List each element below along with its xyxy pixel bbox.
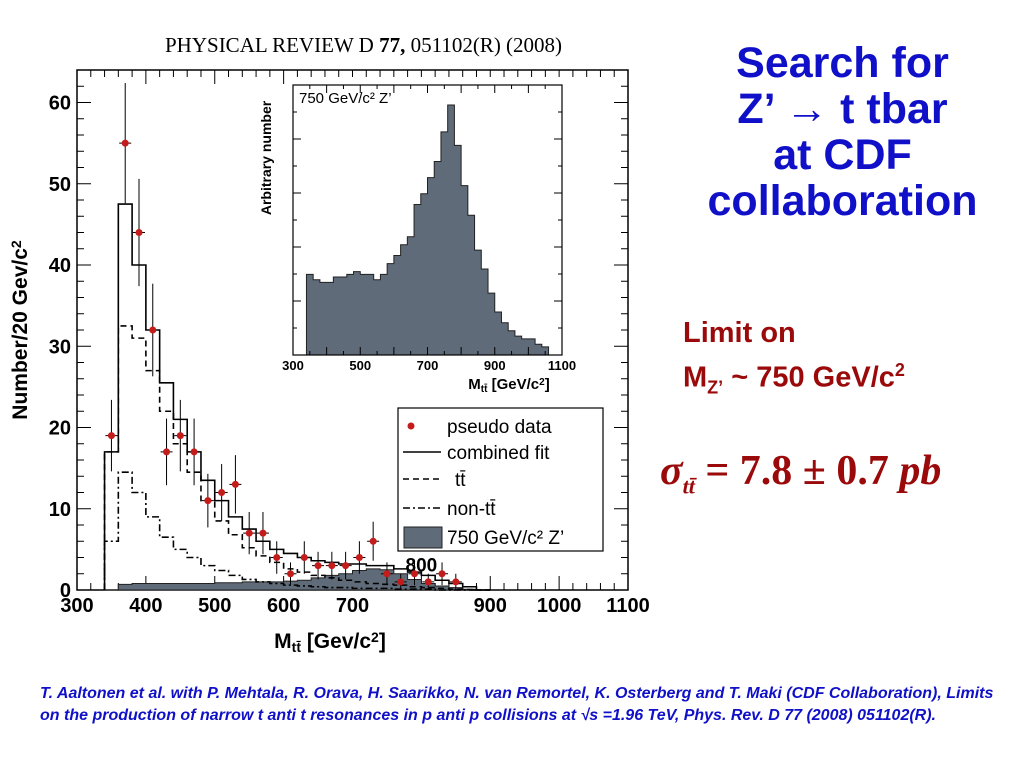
limit-sup: 2: [894, 360, 905, 380]
data-point: [410, 570, 418, 578]
limit-m: M: [683, 361, 708, 394]
data-point: [259, 529, 267, 537]
data-point: [149, 326, 157, 334]
inset-x-tick-label: 700: [417, 358, 439, 373]
inset-x-tick-label: 900: [484, 358, 506, 373]
sigma-sub: tt̄: [682, 473, 695, 499]
cross-section-formula: σtt̄ = 7.8 ± 0.7 pb: [660, 447, 941, 499]
inset-chart: 300 500 700 900 1100 750 GeV/c² Z’ Arbitrary n…: [258, 77, 576, 395]
y-tick-label: 10: [49, 499, 71, 521]
data-point: [300, 554, 308, 561]
slide-title: Search for Z’ → t tbar at CDF collaborat…: [665, 40, 1020, 224]
legend-marker-data: [407, 422, 415, 430]
x-axis-label: Mtt̄ [Gev/c2]: [274, 629, 386, 655]
journal-prefix: PHYSICAL REVIEW D: [165, 33, 374, 57]
y-tick-label: 40: [49, 255, 71, 277]
legend-label: pseudo data: [447, 417, 552, 438]
data-point: [328, 562, 336, 570]
xsec-unit: pb: [899, 448, 942, 494]
x-tick-label: 700: [336, 595, 369, 617]
sigma-symbol: σ: [660, 448, 683, 494]
series-dashdot-histogram: [103, 471, 491, 591]
series-solid-histogram: [103, 203, 491, 591]
x-tick-label: 1000: [537, 595, 582, 617]
data-point: [438, 570, 446, 578]
legend: pseudo data combined fit tt̄ non-tt̄ 750 GeV…: [397, 407, 604, 552]
x-tick-label: 300: [60, 595, 93, 617]
journal-rest: 051102(R) (2008): [410, 33, 563, 57]
title-line: collaboration: [707, 177, 978, 225]
limit-line-1: Limit on: [683, 317, 796, 349]
limit-value: ~ 750 GeV/c: [723, 361, 895, 394]
data-point: [135, 229, 143, 236]
inset-title: 750 GeV/c² Z’: [299, 90, 392, 107]
y-tick-label: 20: [49, 418, 71, 440]
data-point: [204, 497, 212, 505]
inset-y-axis-label: Arbitrary number: [258, 100, 274, 215]
y-tick-label: 30: [49, 336, 71, 358]
journal-volume: 77,: [379, 33, 406, 57]
x-tick-label: 500: [198, 595, 231, 617]
y-tick-label: 60: [49, 93, 71, 115]
inset-x-tick-label: 500: [349, 358, 371, 373]
data-point: [163, 448, 171, 456]
x-tick-label: 600: [267, 595, 300, 617]
data-point: [424, 578, 432, 586]
chart-svg: 300 400 500 600 700 900 1000 110001020304050608…: [8, 69, 650, 655]
data-point: [273, 554, 281, 561]
data-point: [383, 570, 391, 578]
title-line: Z’ → t tbar: [737, 85, 948, 133]
limit-line-2: MZ’ ~ 750 GeV/c2: [683, 352, 905, 406]
title-line: at CDF: [773, 131, 912, 179]
limit-sub: Z’: [707, 377, 724, 398]
data-point: [397, 578, 405, 586]
inset-x-axis-label: Mtt̄ [GeV/c2]: [468, 376, 549, 395]
data-point: [355, 554, 363, 561]
x-tick-label: 900: [474, 595, 507, 617]
journal-reference: PHYSICAL REVIEW D 77, 051102(R) (2008): [165, 33, 562, 58]
legend-label: combined fit: [447, 443, 550, 464]
series-dashed-histogram: [103, 325, 491, 591]
x-tick-label: 400: [129, 595, 162, 617]
inset-x-tick-label: 300: [282, 358, 304, 373]
legend-marker-zprime: [403, 526, 443, 549]
x-tick-label: 1100: [606, 595, 649, 617]
data-point: [314, 562, 322, 570]
data-point: [452, 578, 460, 586]
data-point: [369, 537, 377, 545]
data-point: [107, 432, 115, 440]
data-point: [176, 432, 184, 440]
data-point: [231, 480, 239, 488]
y-tick-label: 50: [49, 174, 71, 196]
data-point: [342, 562, 350, 570]
legend-label: 750 GeV/c² Z’: [447, 528, 564, 549]
mass-limit: Limit on MZ’ ~ 750 GeV/c2: [683, 315, 905, 406]
xsec-value: = 7.8 ± 0.7: [694, 448, 900, 494]
y-tick-label: 0: [60, 580, 71, 602]
title-line: Search for: [736, 39, 949, 87]
data-point: [245, 529, 253, 537]
y-axis-label: Number/20 Gev/c2: [8, 240, 32, 420]
inset-histogram: [305, 104, 550, 356]
data-point: [190, 448, 198, 456]
inset-x-tick-label: 1100: [548, 358, 576, 373]
data-point: [121, 139, 129, 147]
data-point: [287, 570, 295, 578]
legend-label: tt̄: [455, 470, 466, 491]
legend-label: non-tt̄: [447, 499, 496, 520]
citation: T. Aaltonen et al. with P. Mehtala, R. O…: [40, 685, 994, 724]
data-point: [218, 489, 226, 496]
